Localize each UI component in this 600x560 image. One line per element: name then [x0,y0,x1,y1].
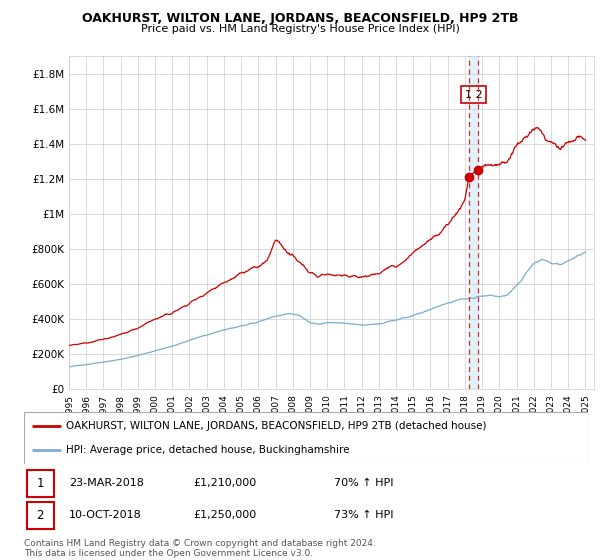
Text: £1,210,000: £1,210,000 [193,478,256,488]
Text: 73% ↑ HPI: 73% ↑ HPI [334,510,394,520]
Text: OAKHURST, WILTON LANE, JORDANS, BEACONSFIELD, HP9 2TB (detached house): OAKHURST, WILTON LANE, JORDANS, BEACONSF… [66,421,487,431]
Text: Price paid vs. HM Land Registry's House Price Index (HPI): Price paid vs. HM Land Registry's House … [140,24,460,34]
Text: 10-OCT-2018: 10-OCT-2018 [69,510,142,520]
Bar [27,469,54,497]
Text: 1 2: 1 2 [464,90,482,100]
Text: 1: 1 [37,477,44,489]
Text: Contains HM Land Registry data © Crown copyright and database right 2024.
This d: Contains HM Land Registry data © Crown c… [24,539,376,558]
Text: OAKHURST, WILTON LANE, JORDANS, BEACONSFIELD, HP9 2TB: OAKHURST, WILTON LANE, JORDANS, BEACONSF… [82,12,518,25]
Text: 23-MAR-2018: 23-MAR-2018 [69,478,144,488]
Text: £1,250,000: £1,250,000 [193,510,256,520]
Text: 2: 2 [37,508,44,522]
Text: 70% ↑ HPI: 70% ↑ HPI [334,478,394,488]
Text: HPI: Average price, detached house, Buckinghamshire: HPI: Average price, detached house, Buck… [66,445,350,455]
Bar [27,502,54,529]
Bar [469,56,478,389]
